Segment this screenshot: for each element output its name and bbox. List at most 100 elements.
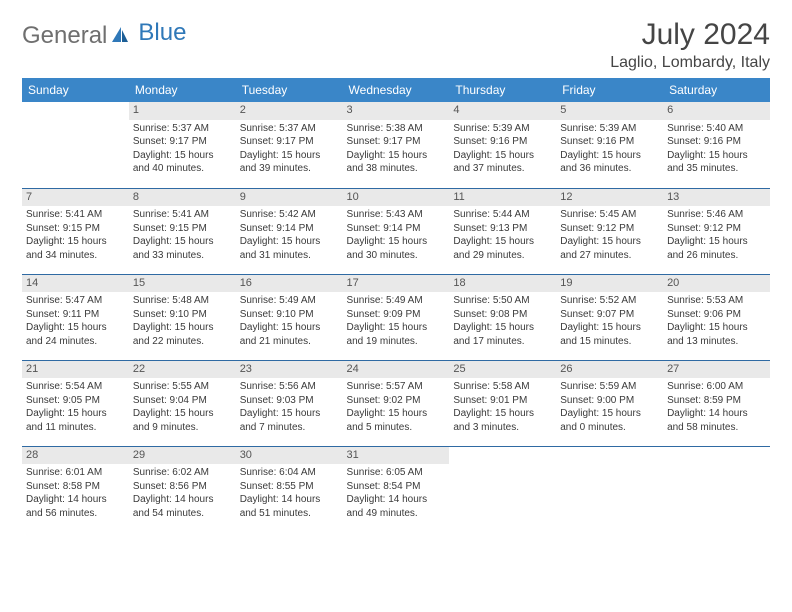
sunrise-text: Sunrise: 5:39 AM (453, 123, 552, 136)
brand-part2: Blue (138, 19, 186, 47)
daylight1-text: Daylight: 14 hours (347, 494, 446, 507)
day-number: 27 (663, 361, 770, 379)
day-number: 10 (343, 189, 450, 207)
sunset-text: Sunset: 9:10 PM (240, 309, 339, 322)
daylight1-text: Daylight: 15 hours (453, 322, 552, 335)
brand-logo: General Blue (22, 18, 186, 50)
day-number: 16 (236, 275, 343, 293)
calendar-day-cell: 14 Sunrise: 5:47 AMSunset: 9:11 PMDayligh… (22, 274, 129, 360)
day-number: 21 (22, 361, 129, 379)
day-number: 29 (129, 447, 236, 465)
sunrise-text: Sunrise: 5:49 AM (347, 295, 446, 308)
daylight2-text: and 7 minutes. (240, 422, 339, 435)
day-number: 31 (343, 447, 450, 465)
day-number: 25 (449, 361, 556, 379)
daylight1-text: Daylight: 15 hours (560, 408, 659, 421)
daylight2-text: and 3 minutes. (453, 422, 552, 435)
weekday-header: Wednesday (343, 78, 450, 102)
daylight2-text: and 15 minutes. (560, 336, 659, 349)
calendar-day-cell: 8Sunrise: 5:41 AMSunset: 9:15 PMDaylight… (129, 188, 236, 274)
calendar-day-cell: 25Sunrise: 5:58 AMSunset: 9:01 PMDayligh… (449, 360, 556, 446)
day-number: 2 (236, 102, 343, 120)
daylight2-text: and 54 minutes. (133, 508, 232, 521)
daylight2-text: and 19 minutes. (347, 336, 446, 349)
sunrise-text: Sunrise: 5:59 AM (560, 381, 659, 394)
sunset-text: Sunset: 9:10 PM (133, 309, 232, 322)
sunset-text: Sunset: 8:54 PM (347, 481, 446, 494)
calendar-day-cell: 28Sunrise: 6:01 AMSunset: 8:58 PMDayligh… (22, 446, 129, 532)
daylight1-text: Daylight: 14 hours (26, 494, 125, 507)
calendar-day-cell: 7Sunrise: 5:41 AMSunset: 9:15 PMDaylight… (22, 188, 129, 274)
calendar-day-cell: 19Sunrise: 5:52 AMSunset: 9:07 PMDayligh… (556, 274, 663, 360)
sunrise-text: Sunrise: 5:41 AM (133, 209, 232, 222)
calendar-body: 1 Sunrise: 5:37 AM Sunset: 9:17 PM Daylight… (22, 102, 770, 532)
sunrise-text: Sunrise: 5:57 AM (347, 381, 446, 394)
calendar-day-cell: 24Sunrise: 5:57 AMSunset: 9:02 PMDayligh… (343, 360, 450, 446)
day-number: 14 (22, 275, 129, 293)
calendar-day-cell (449, 446, 556, 532)
daylight2-text: and 29 minutes. (453, 250, 552, 263)
weekday-header: Sunday (22, 78, 129, 102)
day-number: 18 (449, 275, 556, 293)
daylight2-text: and 24 minutes. (26, 336, 125, 349)
sunrise-text: Sunrise: 5:40 AM (667, 123, 766, 136)
sunset-text: Sunset: 9:12 PM (560, 223, 659, 236)
calendar-day-cell (663, 446, 770, 532)
day-number: 20 (663, 275, 770, 293)
daylight2-text: and 49 minutes. (347, 508, 446, 521)
daylight1-text: Daylight: 15 hours (453, 408, 552, 421)
sunset-text: Sunset: 9:11 PM (26, 309, 125, 322)
daylight1-text: Daylight: 14 hours (133, 494, 232, 507)
daylight1-text: Daylight: 15 hours (240, 408, 339, 421)
daylight2-text: and 35 minutes. (667, 163, 766, 176)
weekday-header: Saturday (663, 78, 770, 102)
daylight1-text: Daylight: 14 hours (240, 494, 339, 507)
calendar-day-cell: 18Sunrise: 5:50 AMSunset: 9:08 PMDayligh… (449, 274, 556, 360)
day-number: 4 (449, 102, 556, 120)
daylight2-text: and 33 minutes. (133, 250, 232, 263)
daylight1-text: Daylight: 15 hours (240, 322, 339, 335)
calendar-day-cell: 30Sunrise: 6:04 AMSunset: 8:55 PMDayligh… (236, 446, 343, 532)
day-number: 19 (556, 275, 663, 293)
sunset-text: Sunset: 9:07 PM (560, 309, 659, 322)
sunset-text: Sunset: 9:01 PM (453, 395, 552, 408)
sunset-text: Sunset: 9:14 PM (347, 223, 446, 236)
day-number: 26 (556, 361, 663, 379)
daylight2-text: and 40 minutes. (133, 163, 232, 176)
calendar-day-cell: 15Sunrise: 5:48 AMSunset: 9:10 PMDayligh… (129, 274, 236, 360)
calendar-week-row: 7Sunrise: 5:41 AMSunset: 9:15 PMDaylight… (22, 188, 770, 274)
daylight2-text: and 36 minutes. (560, 163, 659, 176)
sunrise-text: Sunrise: 5:55 AM (133, 381, 232, 394)
calendar-day-cell: 17Sunrise: 5:49 AMSunset: 9:09 PMDayligh… (343, 274, 450, 360)
calendar-week-row: 21Sunrise: 5:54 AMSunset: 9:05 PMDayligh… (22, 360, 770, 446)
calendar-day-cell (22, 102, 129, 188)
daylight1-text: Daylight: 15 hours (453, 150, 552, 163)
daylight2-text: and 13 minutes. (667, 336, 766, 349)
daylight1-text: Daylight: 15 hours (667, 150, 766, 163)
daylight1-text: Daylight: 15 hours (133, 322, 232, 335)
sunrise-text: Sunrise: 5:39 AM (560, 123, 659, 136)
daylight1-text: Daylight: 15 hours (560, 322, 659, 335)
sunset-text: Sunset: 8:55 PM (240, 481, 339, 494)
day-number: 28 (22, 447, 129, 465)
sunrise-text: Sunrise: 5:43 AM (347, 209, 446, 222)
sunrise-text: Sunrise: 5:42 AM (240, 209, 339, 222)
daylight1-text: Daylight: 15 hours (347, 408, 446, 421)
day-number: 22 (129, 361, 236, 379)
daylight2-text: and 5 minutes. (347, 422, 446, 435)
daylight1-text: Daylight: 15 hours (26, 322, 125, 335)
sunset-text: Sunset: 9:17 PM (133, 136, 232, 149)
daylight1-text: Daylight: 15 hours (26, 236, 125, 249)
day-number: 1 (129, 102, 236, 120)
sunrise-text: Sunrise: 5:38 AM (347, 123, 446, 136)
daylight1-text: Daylight: 15 hours (347, 322, 446, 335)
daylight2-text: and 51 minutes. (240, 508, 339, 521)
sail-icon (110, 26, 130, 49)
daylight1-text: Daylight: 15 hours (26, 408, 125, 421)
calendar-day-cell: 22Sunrise: 5:55 AMSunset: 9:04 PMDayligh… (129, 360, 236, 446)
sunrise-text: Sunrise: 5:37 AM (240, 123, 339, 136)
calendar-day-cell (556, 446, 663, 532)
sunrise-text: Sunrise: 5:47 AM (26, 295, 125, 308)
daylight1-text: Daylight: 15 hours (560, 236, 659, 249)
sunrise-text: Sunrise: 5:54 AM (26, 381, 125, 394)
